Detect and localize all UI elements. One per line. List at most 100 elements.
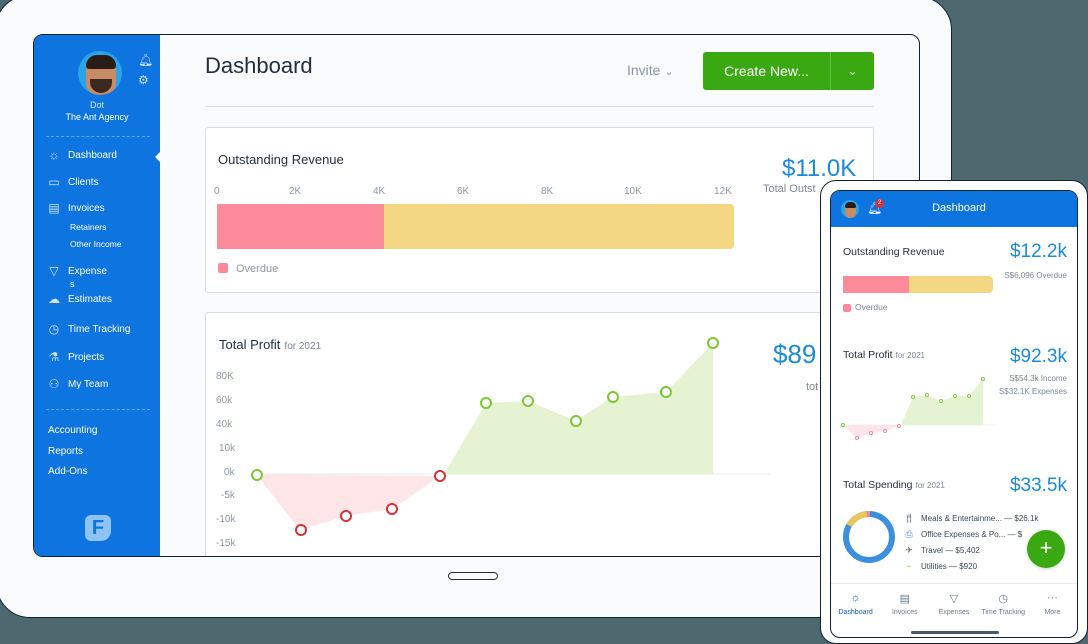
notification-badge: 2 bbox=[875, 199, 884, 208]
sidebar-item-dashboard[interactable]: ☼ Dashboard bbox=[46, 148, 117, 162]
user-name: Dot bbox=[89, 100, 104, 110]
total-profit-value: $89 bbox=[773, 339, 817, 369]
flask-icon: ⚗ bbox=[48, 350, 60, 364]
legend-swatch bbox=[218, 263, 228, 273]
spending-item[interactable]: 🍴︎ Meals & Entertainme... — $26.1k bbox=[903, 513, 1039, 523]
profit-mini-chart bbox=[841, 377, 996, 440]
sidebar-item-invoices[interactable]: ▤ Invoices bbox=[46, 201, 104, 215]
axis-tick: 10K bbox=[624, 186, 642, 197]
spending-item[interactable]: ⎙ Office Expenses & Po... — $ bbox=[903, 529, 1022, 540]
avatar[interactable] bbox=[841, 200, 859, 218]
y-tick: 10k bbox=[219, 443, 236, 454]
axis-tick: 6K bbox=[457, 186, 470, 197]
y-tick: 0k bbox=[224, 467, 235, 478]
axis-tick: 0 bbox=[214, 186, 220, 197]
tab-more[interactable]: ··· More bbox=[1028, 584, 1077, 637]
chevron-down-icon: ⌄ bbox=[664, 66, 674, 78]
sidebar-item-projects[interactable]: ⚗ Projects bbox=[46, 350, 105, 364]
overdue-amount: S$6,096 Overdue bbox=[1004, 271, 1067, 280]
stopwatch-icon: ◷ bbox=[998, 593, 1009, 605]
sidebar-item-reports[interactable]: Reports bbox=[48, 446, 84, 457]
freshbooks-logo: F bbox=[85, 515, 111, 541]
active-indicator bbox=[155, 152, 160, 162]
sidebar-item-clients[interactable]: ▭ Clients bbox=[46, 175, 98, 189]
tab-invoices[interactable]: ▤ Invoices bbox=[880, 584, 929, 637]
cloud-icon: ☁ bbox=[48, 292, 60, 306]
user-org: The Ant Agency bbox=[65, 112, 129, 122]
invoice-icon: ▤ bbox=[899, 593, 910, 605]
axis-tick: 8K bbox=[541, 186, 554, 197]
sidebar-item-retainers[interactable]: Retainers bbox=[70, 222, 107, 232]
avatar[interactable] bbox=[78, 51, 122, 95]
axis-tick: 2K bbox=[289, 186, 302, 197]
sidebar-item-other-income[interactable]: Other Income bbox=[70, 239, 122, 249]
sidebar-item-expenses[interactable]: ▽ Expense bbox=[46, 264, 107, 278]
phone-header: 🔔︎ 2 Dashboard bbox=[831, 191, 1077, 227]
tab-expenses[interactable]: ▽ Expenses bbox=[929, 584, 978, 637]
y-tick: 60k bbox=[216, 395, 233, 406]
y-tick: 40k bbox=[216, 419, 233, 430]
more-icon: ··· bbox=[1046, 592, 1058, 604]
invoice-icon: ▤ bbox=[48, 201, 60, 215]
total-profit-label: tot bbox=[806, 381, 819, 393]
sidebar-item-accounting[interactable]: Accounting bbox=[48, 425, 98, 436]
legend-label: Overdue bbox=[236, 263, 279, 275]
gear-icon[interactable]: ⚙ bbox=[138, 73, 149, 87]
create-new-button[interactable]: Create New... ⌄ bbox=[703, 52, 874, 90]
bottom-tab-bar: ☼ Dashboard ▤ Invoices ▽ Expenses ◷ Time Tra… bbox=[831, 583, 1077, 637]
card-title: Total Profit for 2021 bbox=[219, 337, 322, 352]
legend-label: Overdue bbox=[855, 302, 888, 312]
chevron-down-icon[interactable]: ⌄ bbox=[847, 64, 858, 78]
y-tick: -15k bbox=[216, 538, 236, 549]
phone-frame: 🔔︎ 2 Dashboard Outstanding Revenue $12.2… bbox=[820, 180, 1088, 644]
sidebar-item-estimates[interactable]: ☁ Estimates bbox=[48, 292, 112, 306]
sidebar-item-expenses-wrap: s bbox=[70, 279, 75, 289]
legend-swatch bbox=[843, 304, 851, 312]
team-icon: ⚇ bbox=[48, 377, 60, 391]
outstanding-bar[interactable] bbox=[384, 204, 734, 249]
spending-donut-chart bbox=[843, 511, 895, 563]
bell-icon[interactable]: 🔔︎ bbox=[138, 53, 154, 67]
clients-icon: ▭ bbox=[48, 175, 60, 189]
plane-icon: ✈ bbox=[905, 545, 913, 555]
sidebar-item-my-team[interactable]: ⚇ My Team bbox=[46, 377, 109, 391]
total-profit-card: Total Profit for 2021 80K 60k 40k 10k 0k … bbox=[205, 312, 874, 556]
sidebar-item-time-tracking[interactable]: ◷ Time Tracking bbox=[46, 322, 131, 336]
spending-item[interactable]: ⌁ Utilities — $920 bbox=[903, 561, 977, 572]
stopwatch-icon: ◷ bbox=[48, 322, 60, 336]
axis-tick: 12K bbox=[714, 186, 732, 197]
y-tick: -5k bbox=[221, 490, 235, 501]
y-tick: 80K bbox=[216, 371, 234, 382]
header-divider bbox=[205, 106, 874, 107]
sun-icon: ☼ bbox=[850, 592, 861, 604]
invite-dropdown[interactable]: Invite ⌄ bbox=[627, 62, 674, 78]
profit-area-chart bbox=[251, 337, 771, 536]
divider bbox=[46, 136, 150, 137]
phone-screen: 🔔︎ 2 Dashboard Outstanding Revenue $12.2… bbox=[830, 190, 1078, 638]
overdue-bar[interactable] bbox=[843, 276, 909, 293]
spending-item[interactable]: ✈ Travel — $5,402 bbox=[903, 545, 980, 556]
spending-value: $33.5k bbox=[1009, 475, 1067, 496]
outstanding-value: $12.2k bbox=[1009, 241, 1067, 262]
sidebar-item-add-ons[interactable]: Add-Ons bbox=[48, 466, 88, 477]
total-outstanding-label: Total Outst bbox=[763, 183, 816, 195]
utensils-icon: 🍴︎ bbox=[903, 513, 915, 523]
tablet-home-button bbox=[448, 572, 498, 580]
create-new-label[interactable]: Create New... bbox=[703, 52, 831, 90]
card-title: Total Profit for 2021 bbox=[843, 349, 925, 361]
page-title: Dashboard bbox=[205, 53, 313, 78]
profit-value: $92.3k bbox=[1009, 346, 1067, 367]
income-amount: S$54.3k Income bbox=[1009, 374, 1067, 383]
total-outstanding-value: $11.0K bbox=[782, 155, 857, 182]
add-button[interactable]: + bbox=[1027, 530, 1065, 568]
tab-dashboard[interactable]: ☼ Dashboard bbox=[831, 584, 880, 637]
tab-time-tracking[interactable]: ◷ Time Tracking bbox=[979, 584, 1028, 637]
pizza-icon: ▽ bbox=[949, 593, 959, 605]
axis-tick: 4K bbox=[373, 186, 386, 197]
expenses-amount: S$32.1K Expenses bbox=[998, 387, 1067, 396]
card-title: Outstanding Revenue bbox=[218, 152, 344, 167]
outstanding-bar[interactable] bbox=[909, 276, 993, 293]
sidebar: 🔔︎ ⚙ Dot The Ant Agency ☼ Dashboard ▭ Cl… bbox=[34, 35, 160, 556]
overdue-bar[interactable] bbox=[217, 204, 384, 249]
tablet-screen: 🔔︎ ⚙ Dot The Ant Agency ☼ Dashboard ▭ Cl… bbox=[33, 34, 920, 557]
